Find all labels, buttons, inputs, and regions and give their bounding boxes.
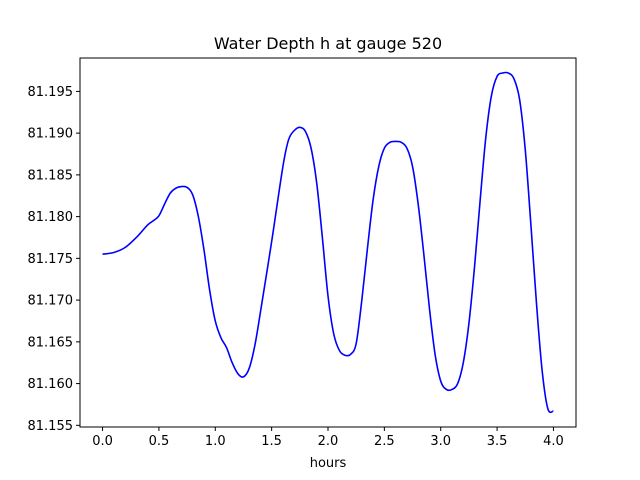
y-tick-label: 81.155: [28, 419, 74, 434]
chart-title: Water Depth h at gauge 520: [214, 34, 442, 53]
x-axis-label: hours: [310, 456, 347, 471]
x-tick-label: 4.0: [543, 434, 564, 449]
y-axis-ticks: 81.155 81.160 81.165 81.170 81.175 81.180 81.1…: [28, 85, 80, 434]
x-tick-label: 3.5: [487, 434, 508, 449]
x-tick-label: 2.0: [318, 434, 339, 449]
y-tick-label: 81.175: [28, 252, 74, 267]
y-tick-label: 81.165: [28, 335, 74, 350]
x-tick-label: 3.0: [430, 434, 451, 449]
x-tick-label: 0.0: [92, 434, 113, 449]
x-tick-label: 2.5: [374, 434, 395, 449]
y-tick-label: 81.190: [28, 127, 74, 142]
plot-series: [102, 71, 554, 414]
x-axis-ticks: 0.0 0.5 1.0 1.5 2.0 2.5 3.0 3.5 4.0: [92, 427, 564, 449]
y-tick-label: 81.170: [28, 294, 74, 309]
series-line-0: [102, 71, 554, 414]
x-tick-label: 0.5: [149, 434, 170, 449]
y-tick-label: 81.195: [28, 85, 74, 100]
x-tick-label: 1.0: [205, 434, 226, 449]
y-tick-label: 81.180: [28, 210, 74, 225]
x-tick-label: 1.5: [261, 434, 282, 449]
plot-area-frame: [79, 57, 577, 428]
y-tick-label: 81.185: [28, 168, 74, 183]
y-tick-label: 81.160: [28, 377, 74, 392]
